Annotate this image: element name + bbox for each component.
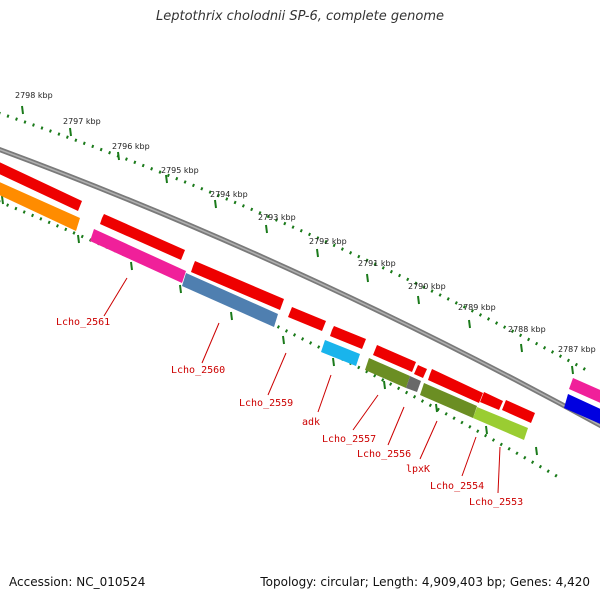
gene-label: Lcho_2553 <box>469 497 523 508</box>
map-title: Leptothrix cholodnii SP-6, complete geno… <box>156 9 444 24</box>
kbp-tick <box>520 343 523 353</box>
inner-tick <box>383 380 386 390</box>
feature-steelblue[interactable] <box>182 273 278 327</box>
kbp-tick <box>417 295 420 305</box>
kbp-label: 2797 kbp <box>63 117 101 126</box>
kbp-tick <box>366 273 369 283</box>
kbp-label: 2789 kbp <box>458 303 496 312</box>
kbp-tick <box>69 127 72 137</box>
inner-tick <box>1 195 4 205</box>
inner-tick <box>535 446 538 456</box>
feature-olive[interactable] <box>365 358 410 388</box>
feature-gray[interactable] <box>406 376 421 392</box>
feature-pink[interactable] <box>569 378 600 405</box>
feature-orange[interactable] <box>0 180 80 231</box>
cds-feature[interactable] <box>428 369 483 403</box>
outer-tick-track <box>0 111 591 374</box>
feature-cyan[interactable] <box>321 340 360 366</box>
genome-backbone-highlight <box>0 148 600 427</box>
kbp-tick <box>316 248 319 258</box>
kbp-tick <box>468 319 471 329</box>
accession-label: Accession: NC_010524 <box>9 575 146 589</box>
kbp-label: 2793 kbp <box>258 213 296 222</box>
genome-summary: Topology: circular; Length: 4,909,403 bp… <box>260 575 590 589</box>
cds-feature[interactable] <box>330 326 366 349</box>
kbp-label: 2792 kbp <box>309 237 347 246</box>
feature-blue[interactable] <box>564 394 600 426</box>
inner-tick <box>230 311 233 321</box>
gene-label: Lcho_2560 <box>171 365 225 376</box>
inner-tick <box>332 357 335 367</box>
kbp-ticks <box>21 105 574 375</box>
feature-pink[interactable] <box>90 229 186 283</box>
kbp-tick <box>117 151 120 161</box>
inner-tick-track <box>0 200 561 480</box>
label-leaders <box>103 277 501 494</box>
forward-strand-features <box>0 160 600 423</box>
kbp-label: 2794 kbp <box>210 190 248 199</box>
inner-tick <box>77 234 80 244</box>
kbp-tick <box>265 224 268 234</box>
gene-label: lpxK <box>406 464 430 475</box>
inner-tick <box>435 403 438 413</box>
gene-label: Lcho_2559 <box>239 398 293 409</box>
kbp-labels: 2798 kbp 2797 kbp 2796 kbp 2795 kbp 2794 kbp… <box>15 91 596 354</box>
kbp-label: 2791 kbp <box>358 259 396 268</box>
kbp-label: 2790 kbp <box>408 282 446 291</box>
cds-feature[interactable] <box>288 307 326 331</box>
feature-olive[interactable] <box>420 383 477 418</box>
cds-feature[interactable] <box>480 392 503 410</box>
inner-tick <box>485 425 488 435</box>
reverse-strand-features <box>0 180 600 440</box>
kbp-label: 2798 kbp <box>15 91 53 100</box>
cds-feature[interactable] <box>502 400 535 423</box>
cds-feature[interactable] <box>414 365 427 378</box>
cds-feature[interactable] <box>373 345 416 372</box>
gene-label: Lcho_2554 <box>430 481 484 492</box>
gene-label: Lcho_2556 <box>357 449 411 460</box>
gene-label: Lcho_2557 <box>322 434 376 445</box>
genome-backbone <box>0 147 600 429</box>
kbp-label: 2796 kbp <box>112 142 150 151</box>
kbp-tick <box>571 365 574 375</box>
cds-feature[interactable] <box>191 261 284 310</box>
gene-label: Lcho_2561 <box>56 317 110 328</box>
kbp-label: 2787 kbp <box>558 345 596 354</box>
inner-tick <box>130 261 133 271</box>
gene-label: adk <box>302 417 320 428</box>
inner-tick <box>282 335 285 345</box>
kbp-label: 2795 kbp <box>161 166 199 175</box>
kbp-tick <box>214 199 217 209</box>
inner-tick <box>179 284 182 294</box>
cds-feature[interactable] <box>0 160 82 211</box>
kbp-tick <box>21 105 24 115</box>
kbp-tick <box>165 174 168 184</box>
kbp-label: 2788 kbp <box>508 325 546 334</box>
inner-ticks <box>1 195 538 456</box>
cds-feature[interactable] <box>100 214 185 260</box>
feature-lime[interactable] <box>473 407 528 440</box>
